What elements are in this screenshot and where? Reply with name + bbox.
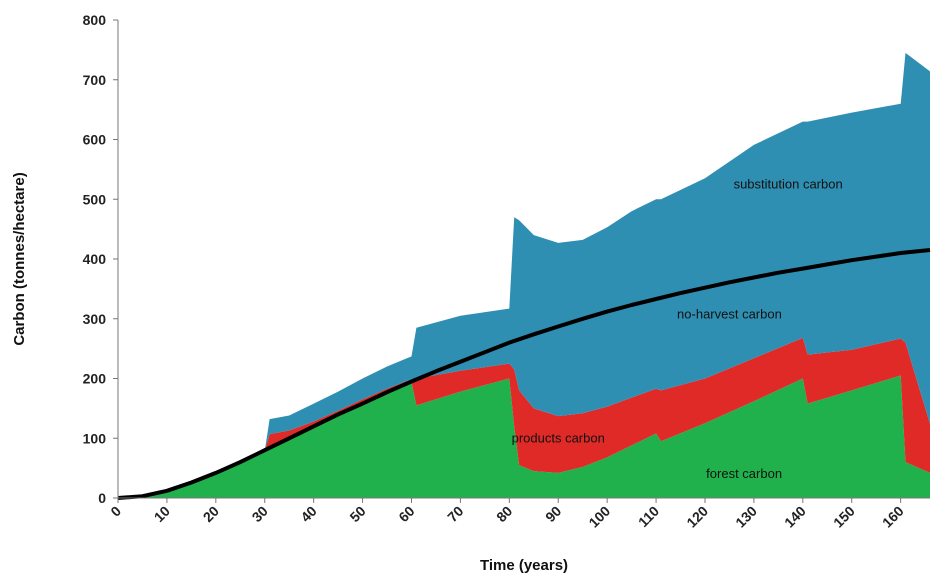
x-tick-label: 110 bbox=[635, 503, 662, 530]
annotation-label: substitution carbon bbox=[734, 176, 843, 191]
annotation-label: products carbon bbox=[512, 430, 605, 445]
y-tick-label: 100 bbox=[83, 430, 107, 446]
x-tick-label: 130 bbox=[732, 503, 760, 531]
x-tick-label: 20 bbox=[200, 503, 222, 525]
y-tick-label: 500 bbox=[83, 191, 107, 207]
x-tick-label: 60 bbox=[395, 503, 417, 525]
annotation-label: forest carbon bbox=[706, 466, 782, 481]
area-products bbox=[118, 337, 930, 498]
x-tick-label: 40 bbox=[297, 503, 319, 525]
annotation-label: no-harvest carbon bbox=[677, 307, 782, 322]
x-tick-label: 0 bbox=[107, 503, 124, 520]
line-layer bbox=[117, 248, 931, 500]
x-axis-title: Time (years) bbox=[480, 557, 568, 574]
x-tick-label: 120 bbox=[683, 503, 711, 531]
area-layer bbox=[118, 52, 930, 499]
y-tick-label: 0 bbox=[98, 490, 106, 506]
area-substitution bbox=[118, 52, 930, 499]
x-tick-label: 30 bbox=[249, 503, 271, 525]
area-forest bbox=[118, 375, 930, 498]
line-no-harvest bbox=[117, 248, 931, 500]
y-tick-label: 200 bbox=[83, 371, 107, 387]
annotation-layer: substitution carbon no-harvest carbon prod… bbox=[512, 176, 843, 481]
x-tick-label: 140 bbox=[781, 503, 809, 531]
y-tick-label: 400 bbox=[83, 251, 107, 267]
x-tick-label: 70 bbox=[444, 503, 466, 525]
y-tick-label: 600 bbox=[83, 132, 107, 148]
x-tick-label: 100 bbox=[585, 503, 613, 531]
x-tick-label: 150 bbox=[830, 503, 858, 531]
y-tick-label: 300 bbox=[83, 311, 107, 327]
y-tick-label: 700 bbox=[83, 72, 107, 88]
x-tick-label: 90 bbox=[542, 503, 564, 525]
y-axis-title: Carbon (tonnes/hectare) bbox=[11, 172, 28, 345]
x-tick-label: 50 bbox=[346, 503, 368, 525]
x-tick-label: 80 bbox=[493, 503, 515, 525]
x-tick-label: 160 bbox=[879, 503, 907, 531]
x-tick-label: 10 bbox=[151, 503, 173, 525]
y-tick-label: 800 bbox=[83, 12, 107, 28]
